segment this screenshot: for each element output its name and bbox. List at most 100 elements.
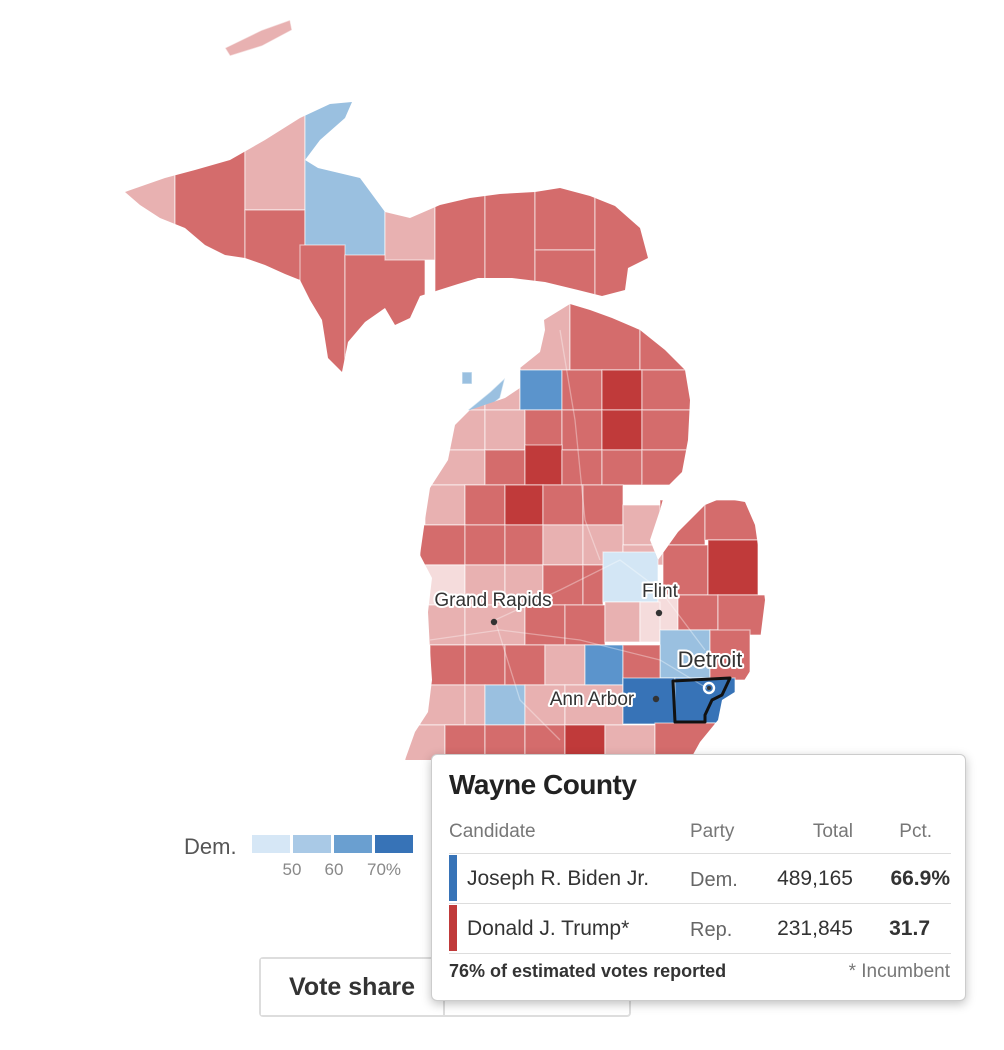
candidate-pct: 66.9% xyxy=(890,867,950,890)
county xyxy=(639,601,661,643)
candidate-name: Donald J. Trump* xyxy=(467,917,630,940)
county xyxy=(419,524,466,566)
county xyxy=(641,409,703,451)
header-candidate: Candidate xyxy=(449,821,536,842)
county xyxy=(419,604,466,646)
legend-swatch-4 xyxy=(375,835,413,853)
county xyxy=(704,499,761,541)
county xyxy=(484,409,526,451)
isle-royale xyxy=(224,19,293,57)
county xyxy=(464,524,506,566)
party-color-bar-rep xyxy=(449,905,457,951)
wayne-county-outline xyxy=(671,676,732,724)
tooltip-title: Wayne County xyxy=(449,769,637,800)
county xyxy=(639,304,701,371)
county xyxy=(534,249,596,301)
county xyxy=(524,444,563,486)
road xyxy=(494,559,706,651)
county xyxy=(419,684,466,726)
city-dot-detroit-inner xyxy=(707,686,711,690)
county xyxy=(439,409,486,451)
county xyxy=(709,629,751,681)
party-color-bar-dem xyxy=(449,855,457,901)
county xyxy=(584,644,624,686)
legend-tick: 60 xyxy=(324,860,344,879)
divider xyxy=(449,903,951,904)
header-pct: Pct. xyxy=(899,821,932,842)
candidate-party: Rep. xyxy=(690,919,733,941)
county xyxy=(524,409,563,451)
county xyxy=(484,684,526,726)
county xyxy=(564,604,606,646)
legend-swatch-3 xyxy=(334,835,372,853)
city-label-detroit: Detroit xyxy=(678,647,743,672)
county xyxy=(622,677,676,725)
county xyxy=(504,644,546,686)
divider xyxy=(449,853,951,854)
county xyxy=(424,484,466,526)
county xyxy=(429,644,466,686)
legend-tick: 50 xyxy=(282,860,302,879)
county xyxy=(601,409,643,451)
legend-tick: 70% xyxy=(366,860,402,879)
city-dot-detroit xyxy=(702,681,716,695)
vote-share-button[interactable]: Vote share xyxy=(261,959,445,1015)
county xyxy=(604,601,641,643)
incumbent-note: * Incumbent xyxy=(848,961,950,982)
candidate-total: 489,165 xyxy=(777,867,853,890)
county xyxy=(582,484,624,526)
city-dot-ann-arbor xyxy=(652,695,660,703)
county xyxy=(561,449,603,486)
county xyxy=(504,484,544,526)
county xyxy=(384,189,436,261)
county xyxy=(641,369,703,411)
road xyxy=(494,619,561,741)
county xyxy=(504,564,544,606)
county xyxy=(519,304,571,371)
county xyxy=(484,179,536,301)
county xyxy=(464,644,506,686)
legend-swatch-2 xyxy=(293,835,331,853)
divider xyxy=(449,953,951,954)
county xyxy=(601,369,643,411)
county xyxy=(464,684,486,726)
county xyxy=(534,179,596,251)
county xyxy=(564,684,624,726)
county xyxy=(594,189,648,301)
county xyxy=(582,564,604,606)
county xyxy=(601,449,643,486)
road xyxy=(559,329,601,561)
candidate-pct: 31.7 xyxy=(889,917,930,940)
county xyxy=(602,551,659,603)
city-label-flint: Flint xyxy=(642,581,679,602)
county xyxy=(524,604,566,646)
county xyxy=(125,149,176,271)
county xyxy=(519,369,563,411)
county xyxy=(542,484,584,526)
city-dot-grand-rapids xyxy=(490,618,498,626)
county xyxy=(544,644,586,686)
island xyxy=(461,371,473,385)
county xyxy=(569,304,641,371)
county xyxy=(344,254,426,372)
candidate-party: Dem. xyxy=(690,869,738,891)
county xyxy=(622,504,664,546)
candidate-total: 231,845 xyxy=(777,917,853,940)
reporting-status: 76% of estimated votes reported xyxy=(449,961,727,981)
legend-swatch-1 xyxy=(252,835,290,853)
county xyxy=(659,499,706,546)
county xyxy=(174,149,246,271)
county xyxy=(504,524,544,566)
legend-label: Dem. xyxy=(184,834,237,859)
county xyxy=(244,102,306,211)
county-tooltip: Wayne County Candidate Party Total Pct. … xyxy=(431,754,966,1001)
county xyxy=(434,189,486,301)
county xyxy=(561,409,603,451)
county xyxy=(542,524,584,566)
county xyxy=(244,209,306,281)
header-total: Total xyxy=(812,821,853,842)
city-label-ann-arbor: Ann Arbor xyxy=(550,689,635,710)
county xyxy=(299,244,346,372)
county xyxy=(464,484,506,526)
